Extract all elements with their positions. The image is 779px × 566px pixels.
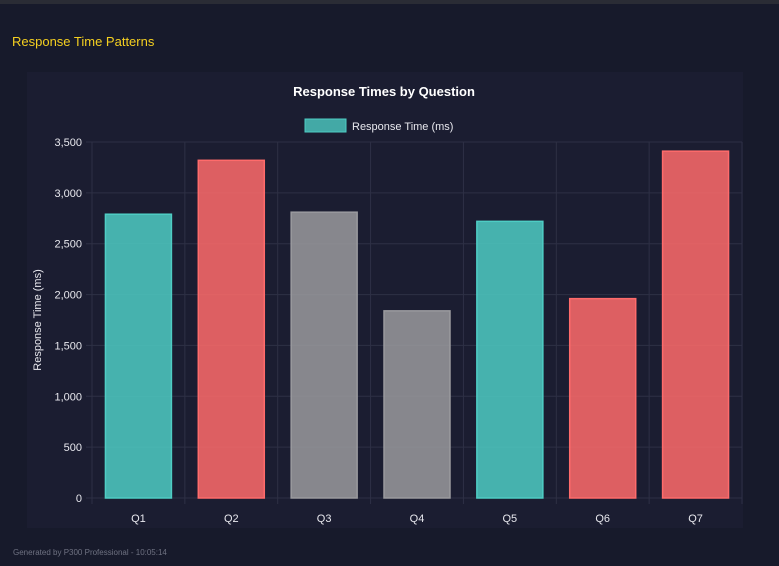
- y-tick-label: 3,500: [54, 137, 82, 149]
- x-tick-label: Q1: [131, 513, 146, 525]
- y-tick-label: 2,500: [54, 239, 82, 251]
- section-title: Response Time Patterns: [12, 34, 155, 49]
- y-tick-label: 3,000: [54, 188, 82, 200]
- y-tick-label: 500: [64, 442, 82, 454]
- y-tick-label: 2,000: [54, 290, 82, 302]
- bar-q4[interactable]: [383, 310, 451, 499]
- bar-q2[interactable]: [197, 159, 266, 499]
- legend-label[interactable]: Response Time (ms): [352, 121, 453, 133]
- y-tick-label: 1,500: [54, 340, 82, 352]
- bar-q7[interactable]: [661, 150, 730, 499]
- y-tick-label: 1,000: [54, 391, 82, 403]
- x-tick-label: Q5: [503, 513, 518, 525]
- x-tick-label: Q6: [595, 513, 610, 525]
- chart-title: Response Times by Question: [293, 84, 475, 99]
- y-axis-label: Response Time (ms): [32, 269, 44, 370]
- x-tick-label: Q3: [317, 513, 332, 525]
- y-tick-label: 0: [76, 493, 82, 505]
- bar-q3[interactable]: [290, 211, 358, 499]
- top-bar: [0, 0, 779, 4]
- footer-text: Generated by P300 Professional - 10:05:1…: [13, 548, 167, 557]
- bar-q6[interactable]: [568, 297, 637, 499]
- bar-q5[interactable]: [476, 220, 544, 499]
- x-tick-label: Q7: [688, 513, 703, 525]
- legend-swatch[interactable]: [304, 118, 347, 133]
- x-tick-label: Q4: [410, 513, 425, 525]
- bar-q1[interactable]: [104, 213, 173, 499]
- x-tick-label: Q2: [224, 513, 239, 525]
